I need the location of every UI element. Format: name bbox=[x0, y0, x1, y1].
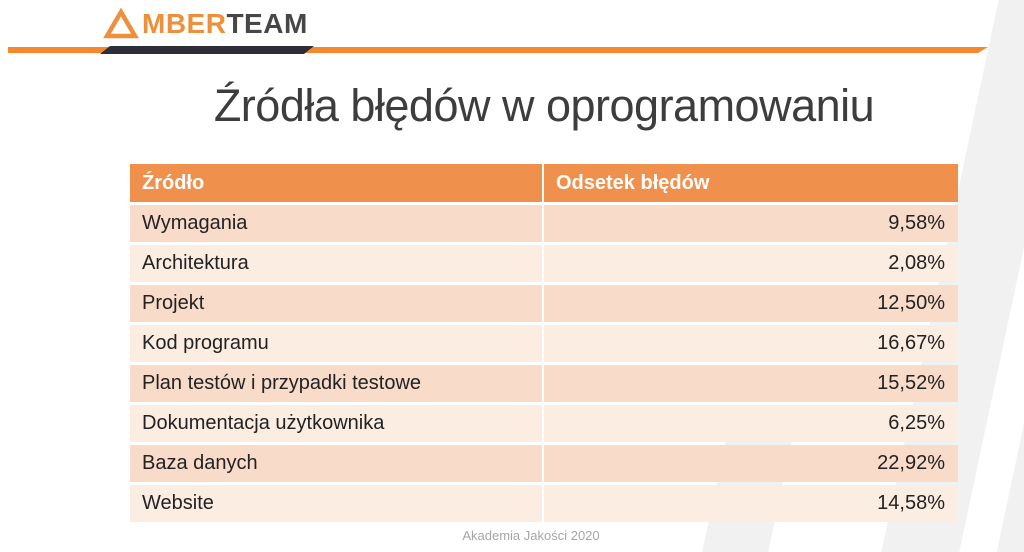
table-row: Website 14,58% bbox=[130, 485, 958, 522]
amberteam-logo: MBERTEAM bbox=[103, 7, 308, 41]
error-sources-table: Źródło Odsetek błędów Wymagania 9,58% Ar… bbox=[130, 164, 958, 522]
cell-value: 6,25% bbox=[888, 412, 945, 434]
cell-value: 9,58% bbox=[888, 212, 945, 234]
table-body: Wymagania 9,58% Architektura 2,08% Proje… bbox=[130, 205, 958, 522]
table-row: Kod programu 16,67% bbox=[130, 325, 958, 362]
header-rule bbox=[8, 47, 988, 53]
logo-triangle-a-icon bbox=[103, 8, 139, 39]
cell-source: Kod programu bbox=[130, 325, 544, 362]
logo-text-amber: MBER bbox=[142, 8, 227, 39]
column-header-percentage: Odsetek błędów bbox=[556, 171, 710, 194]
cell-source: Plan testów i przypadki testowe bbox=[130, 365, 544, 402]
table-row: Dokumentacja użytkownika 6,25% bbox=[130, 405, 958, 442]
cell-value: 22,92% bbox=[877, 452, 945, 474]
table-row: Projekt 12,50% bbox=[130, 285, 958, 322]
cell-value: 15,52% bbox=[877, 372, 945, 394]
cell-value: 12,50% bbox=[877, 292, 945, 314]
cell-source: Projekt bbox=[130, 285, 544, 322]
table-header-row: Źródło Odsetek błędów bbox=[130, 164, 958, 202]
cell-source: Baza danych bbox=[130, 445, 544, 482]
logo-text-team: TEAM bbox=[226, 8, 308, 39]
table-row: Baza danych 22,92% bbox=[130, 445, 958, 482]
table-row: Plan testów i przypadki testowe 15,52% bbox=[130, 365, 958, 402]
cell-value: 16,67% bbox=[877, 332, 945, 354]
cell-value: 2,08% bbox=[888, 252, 945, 274]
table-row: Wymagania 9,58% bbox=[130, 205, 958, 242]
cell-source: Dokumentacja użytkownika bbox=[130, 405, 544, 442]
header-rule-dark-segment bbox=[100, 46, 314, 54]
table-row: Architektura 2,08% bbox=[130, 245, 958, 282]
cell-source: Wymagania bbox=[130, 205, 544, 242]
column-header-source: Źródło bbox=[130, 164, 544, 202]
cell-source: Website bbox=[130, 485, 544, 522]
cell-value: 14,58% bbox=[877, 492, 945, 514]
footer-caption: Akademia Jakości 2020 bbox=[462, 528, 600, 543]
slide-title: Źródła błędów w oprogramowaniu bbox=[213, 80, 875, 131]
cell-source: Architektura bbox=[130, 245, 544, 282]
